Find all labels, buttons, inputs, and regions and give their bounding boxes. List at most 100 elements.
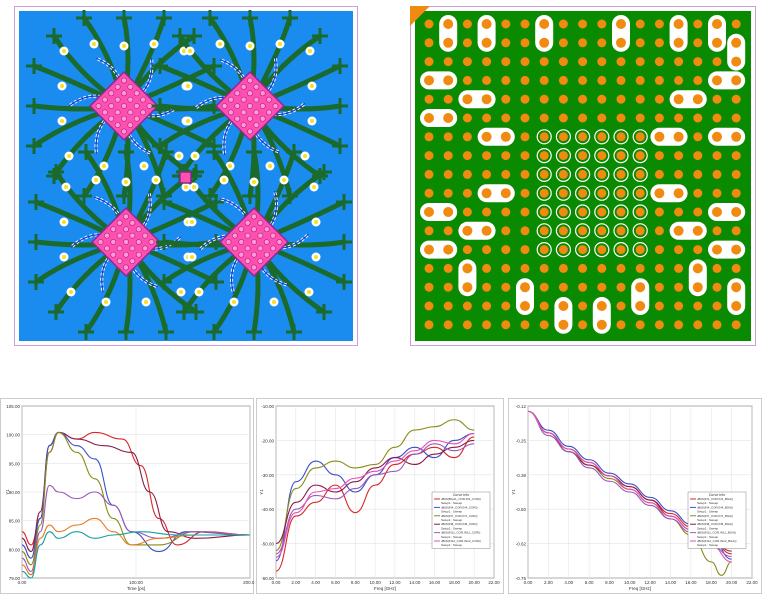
die-bump — [127, 109, 134, 116]
die-pad-array — [88, 70, 160, 142]
legend-entry: dB(S(IN11_COR,IN11_BGA)) — [697, 531, 736, 535]
bga-ball — [443, 94, 453, 104]
bga-ball — [616, 320, 626, 330]
trace-finger — [48, 304, 64, 320]
bga-ball — [501, 113, 511, 123]
bga-ball — [558, 75, 568, 85]
bga-ball — [539, 113, 549, 123]
bga-ball — [597, 282, 607, 292]
y-tick-label: -0.50 — [516, 507, 527, 512]
trace-finger — [118, 144, 134, 160]
ball-antipad — [594, 242, 610, 258]
via-core — [310, 119, 314, 123]
legend-box — [431, 491, 491, 549]
bga-ball — [482, 245, 492, 255]
bga-ball — [481, 131, 492, 142]
bga-ball — [501, 245, 511, 255]
ball-antipad — [575, 242, 591, 258]
bga-ball — [635, 151, 645, 161]
bga-ball — [501, 38, 511, 48]
die-bump — [232, 245, 238, 252]
via-core — [188, 49, 192, 53]
trace-finger — [158, 324, 174, 340]
bga-ball — [654, 188, 665, 199]
ball-antipad — [575, 166, 591, 182]
via-core — [186, 119, 190, 123]
bga-ball — [597, 188, 607, 198]
bga-ball — [501, 263, 511, 273]
x-tick-label: 18.00 — [706, 580, 718, 585]
bga-ball — [712, 113, 722, 123]
legend-entry: Setup1 : Sweep — [697, 510, 719, 514]
bga-ball — [712, 19, 722, 29]
bga-ball — [462, 113, 472, 123]
bga-ball — [424, 226, 434, 236]
die-bump — [240, 109, 247, 116]
bga-ball — [578, 245, 588, 255]
bga-ball — [481, 19, 492, 29]
bga-ball — [558, 207, 568, 217]
via-core — [314, 220, 318, 224]
bga-ball — [597, 245, 607, 255]
bga-ball — [616, 75, 626, 85]
x-tick-label: 4.00 — [311, 580, 320, 585]
trace-finger — [282, 10, 298, 26]
via-core — [218, 42, 222, 46]
bga-ball — [635, 113, 645, 123]
legend-entry: dB(S(IN7_COR,IN7_COR)) — [441, 514, 478, 518]
x-tick-label: 0.00 — [272, 580, 281, 585]
die-bump — [140, 109, 146, 116]
x-tick-label: 0.00 — [18, 580, 27, 585]
trace-finger — [26, 98, 42, 114]
trace-finger — [332, 98, 348, 114]
die-bump — [257, 245, 264, 252]
bga-ball — [443, 37, 454, 48]
bga-ball — [654, 38, 664, 48]
die-bump — [142, 245, 148, 252]
bga-ball — [462, 19, 472, 29]
bga-ball — [674, 151, 684, 161]
ball-antipad — [536, 223, 552, 239]
die-bump — [240, 84, 247, 90]
bga-ball — [482, 263, 492, 273]
trace-finger — [242, 10, 258, 26]
bga-ball — [482, 282, 492, 292]
bga-ball — [443, 57, 453, 67]
ball-antipad — [613, 166, 629, 182]
die-bump — [253, 84, 260, 90]
x-tick-label: 20.00 — [469, 580, 481, 585]
bga-ball — [616, 245, 626, 255]
bga-ball — [693, 169, 703, 179]
bga-ball — [539, 169, 549, 179]
via-core — [268, 164, 272, 168]
trace-finger — [28, 274, 44, 290]
trace-finger — [152, 98, 168, 114]
via-core — [69, 290, 73, 294]
die-bump — [108, 103, 115, 109]
legend-entry: dB(S(IN11_COR,IN11_COR)) — [441, 531, 480, 535]
ball-antipad — [632, 166, 648, 182]
die-bump — [127, 84, 134, 90]
via-core — [272, 300, 276, 304]
trace-finger — [156, 10, 172, 26]
trace-finger — [26, 58, 42, 74]
die-bump — [102, 96, 108, 103]
y-tick-label: 105.00 — [6, 404, 20, 409]
die-bump — [123, 226, 129, 233]
bga-ball — [731, 188, 741, 198]
bga-ball — [654, 75, 664, 85]
via-core — [312, 185, 316, 189]
via-core — [252, 180, 256, 184]
bga-ball — [673, 94, 684, 105]
bga-ball — [693, 188, 703, 198]
ball-antipad — [536, 148, 552, 164]
x-tick-label: 4.00 — [564, 580, 573, 585]
trace-finger — [246, 324, 262, 340]
die-bump — [114, 84, 121, 90]
die-bump — [253, 122, 260, 128]
bga-ball — [520, 207, 530, 217]
bga-ball — [597, 19, 607, 29]
bga-ball — [693, 113, 703, 123]
via-core — [308, 49, 312, 53]
y-tick-label: 80.00 — [9, 547, 21, 552]
